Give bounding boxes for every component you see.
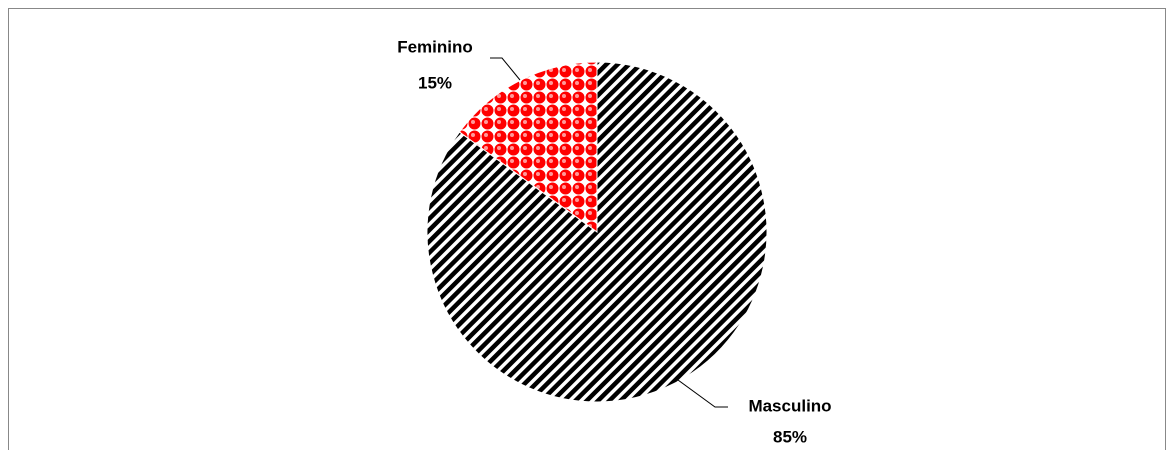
slice-value-label: 15%: [418, 73, 452, 92]
slice-value-label: 85%: [773, 427, 807, 446]
slice-label: Feminino: [397, 37, 473, 56]
leader-line: [490, 57, 521, 81]
pie-slice: [426, 61, 768, 403]
leader-line: [677, 379, 728, 408]
slice-label: Masculino: [748, 396, 831, 415]
pie-slice: [458, 61, 598, 233]
